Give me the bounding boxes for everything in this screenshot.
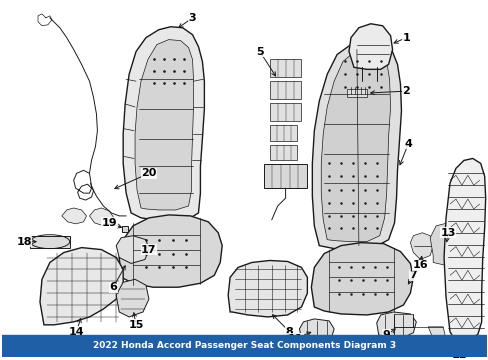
Polygon shape [123, 27, 204, 220]
Text: 11: 11 [287, 334, 303, 344]
Polygon shape [269, 59, 301, 77]
Text: 14: 14 [69, 327, 84, 337]
Text: 10: 10 [378, 347, 393, 357]
Text: 12: 12 [451, 350, 467, 360]
Polygon shape [116, 279, 149, 317]
Text: 15: 15 [128, 320, 143, 330]
Polygon shape [393, 314, 412, 327]
Text: 19: 19 [102, 218, 117, 228]
Text: 13: 13 [439, 228, 455, 238]
Polygon shape [429, 223, 459, 265]
Polygon shape [269, 103, 301, 121]
Text: 8: 8 [285, 327, 293, 337]
Text: 1: 1 [402, 33, 409, 42]
Polygon shape [455, 341, 485, 359]
Polygon shape [89, 208, 113, 226]
Polygon shape [312, 40, 401, 249]
Text: 2022 Honda Accord Passenger Seat Components Diagram 3: 2022 Honda Accord Passenger Seat Compone… [93, 341, 395, 350]
Text: 7: 7 [408, 270, 416, 280]
Polygon shape [30, 236, 70, 248]
Polygon shape [311, 243, 412, 315]
Text: 17: 17 [141, 244, 156, 255]
Polygon shape [116, 236, 149, 264]
Text: 6: 6 [109, 282, 117, 292]
Polygon shape [443, 158, 485, 339]
Text: 3: 3 [188, 13, 196, 23]
Polygon shape [376, 312, 415, 339]
Text: 2: 2 [402, 86, 409, 96]
Text: 9: 9 [382, 330, 390, 340]
Text: 16: 16 [412, 260, 427, 270]
Polygon shape [299, 319, 333, 343]
Text: 18: 18 [17, 237, 32, 247]
Polygon shape [348, 24, 392, 69]
Polygon shape [346, 89, 366, 97]
Polygon shape [119, 215, 222, 287]
Polygon shape [40, 248, 123, 325]
Polygon shape [269, 81, 301, 99]
Polygon shape [409, 233, 432, 260]
Bar [2, 335, 486, 356]
Text: 20: 20 [141, 168, 156, 178]
Polygon shape [269, 145, 297, 161]
Polygon shape [427, 327, 445, 339]
Polygon shape [263, 165, 307, 188]
Text: 4: 4 [404, 139, 411, 149]
Polygon shape [269, 125, 297, 141]
Polygon shape [228, 261, 307, 317]
Polygon shape [445, 335, 485, 345]
Polygon shape [61, 208, 86, 224]
Polygon shape [321, 49, 390, 242]
Polygon shape [135, 40, 193, 210]
Polygon shape [386, 339, 475, 348]
Text: 5: 5 [256, 46, 263, 57]
